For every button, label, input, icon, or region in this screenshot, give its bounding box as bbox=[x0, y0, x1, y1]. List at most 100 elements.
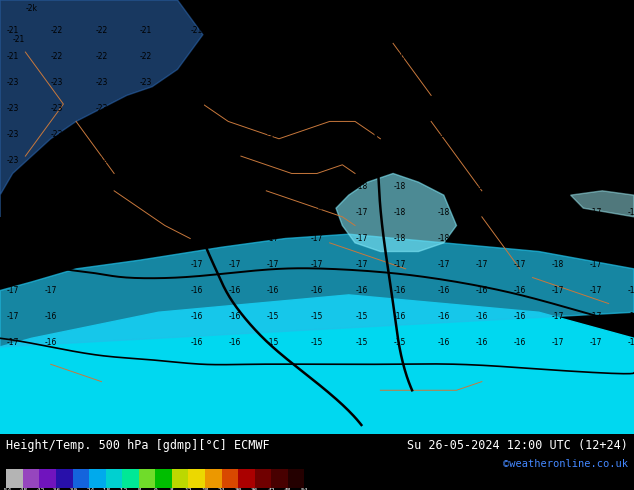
Text: -17: -17 bbox=[266, 260, 279, 269]
Text: -19: -19 bbox=[476, 78, 488, 87]
Text: -20: -20 bbox=[311, 78, 323, 87]
Text: -19: -19 bbox=[437, 104, 450, 113]
Text: -19: -19 bbox=[311, 104, 323, 113]
Text: -20: -20 bbox=[228, 104, 241, 113]
Bar bbox=[255, 468, 271, 488]
Text: -17: -17 bbox=[44, 286, 57, 295]
Text: 24: 24 bbox=[218, 489, 225, 490]
Text: -16: -16 bbox=[190, 338, 203, 347]
Text: -18: -18 bbox=[393, 156, 406, 165]
Text: -18: -18 bbox=[476, 208, 488, 217]
Text: -48: -48 bbox=[17, 489, 29, 490]
Text: -20: -20 bbox=[393, 52, 406, 61]
Text: -20: -20 bbox=[133, 182, 146, 191]
Text: -19: -19 bbox=[437, 78, 450, 87]
Text: 48: 48 bbox=[284, 489, 292, 490]
Text: -20: -20 bbox=[437, 26, 450, 35]
Text: -23: -23 bbox=[6, 156, 19, 165]
Bar bbox=[56, 468, 72, 488]
Text: -16: -16 bbox=[44, 338, 57, 347]
Text: -22: -22 bbox=[95, 52, 108, 61]
Text: -54: -54 bbox=[1, 489, 12, 490]
Text: -19: -19 bbox=[393, 78, 406, 87]
Text: -19: -19 bbox=[514, 130, 526, 139]
Text: -18: -18 bbox=[590, 104, 602, 113]
Text: -18: -18 bbox=[514, 104, 526, 113]
Text: -18: -18 bbox=[590, 52, 602, 61]
Text: -17: -17 bbox=[311, 260, 323, 269]
Bar bbox=[72, 468, 89, 488]
Text: -17: -17 bbox=[628, 338, 634, 347]
Text: -17: -17 bbox=[514, 260, 526, 269]
Text: -18: -18 bbox=[437, 130, 450, 139]
Text: -21: -21 bbox=[139, 156, 152, 165]
Text: -20: -20 bbox=[311, 52, 323, 61]
Text: -18: -18 bbox=[355, 182, 368, 191]
Text: -16: -16 bbox=[514, 286, 526, 295]
Text: -17: -17 bbox=[514, 234, 526, 243]
Text: -17: -17 bbox=[590, 208, 602, 217]
Text: -19: -19 bbox=[590, 182, 602, 191]
Text: -16: -16 bbox=[266, 286, 279, 295]
Text: -17: -17 bbox=[552, 338, 564, 347]
Text: -15: -15 bbox=[311, 312, 323, 321]
Text: -23: -23 bbox=[51, 78, 63, 87]
Text: -21: -21 bbox=[228, 52, 241, 61]
Text: -18: -18 bbox=[476, 234, 488, 243]
Text: -20: -20 bbox=[228, 130, 241, 139]
Text: -16: -16 bbox=[190, 286, 203, 295]
Text: -23: -23 bbox=[51, 130, 63, 139]
Bar bbox=[238, 468, 255, 488]
Text: -42: -42 bbox=[34, 489, 45, 490]
Text: -21: -21 bbox=[266, 26, 279, 35]
Text: -16: -16 bbox=[476, 286, 488, 295]
Text: -13: -13 bbox=[628, 26, 634, 35]
Text: -19: -19 bbox=[476, 52, 488, 61]
Bar bbox=[172, 468, 188, 488]
Polygon shape bbox=[0, 295, 634, 434]
Text: -19: -19 bbox=[552, 26, 564, 35]
Text: -17: -17 bbox=[514, 208, 526, 217]
Text: Su 26-05-2024 12:00 UTC (12+24): Su 26-05-2024 12:00 UTC (12+24) bbox=[407, 439, 628, 452]
Bar bbox=[89, 468, 106, 488]
Text: -17: -17 bbox=[590, 260, 602, 269]
Text: -17: -17 bbox=[6, 286, 19, 295]
Text: -18: -18 bbox=[311, 182, 323, 191]
Text: -16: -16 bbox=[437, 338, 450, 347]
Text: -18: -18 bbox=[590, 78, 602, 87]
Bar bbox=[6, 468, 23, 488]
Text: -15: -15 bbox=[311, 338, 323, 347]
Text: ©weatheronline.co.uk: ©weatheronline.co.uk bbox=[503, 459, 628, 469]
Text: 54: 54 bbox=[301, 489, 308, 490]
Text: -20: -20 bbox=[355, 26, 368, 35]
Text: -19: -19 bbox=[590, 26, 602, 35]
Text: -19: -19 bbox=[552, 156, 564, 165]
Text: -15: -15 bbox=[266, 338, 279, 347]
Text: -16: -16 bbox=[437, 312, 450, 321]
Text: -17: -17 bbox=[628, 260, 634, 269]
Text: -18: -18 bbox=[190, 234, 203, 243]
Text: -19: -19 bbox=[590, 156, 602, 165]
Text: -18: -18 bbox=[100, 489, 112, 490]
Text: -21: -21 bbox=[190, 104, 203, 113]
Text: -20: -20 bbox=[228, 78, 241, 87]
Text: -17: -17 bbox=[355, 234, 368, 243]
Text: Height/Temp. 500 hPa [gdmp][°C] ECMWF: Height/Temp. 500 hPa [gdmp][°C] ECMWF bbox=[6, 439, 270, 452]
Text: 30: 30 bbox=[235, 489, 242, 490]
Text: -17: -17 bbox=[266, 208, 279, 217]
Text: -16: -16 bbox=[44, 312, 57, 321]
Text: -18: -18 bbox=[437, 208, 450, 217]
Text: -16: -16 bbox=[228, 286, 241, 295]
Text: -18: -18 bbox=[437, 182, 450, 191]
Text: 12: 12 bbox=[184, 489, 192, 490]
Text: -21: -21 bbox=[6, 52, 19, 61]
Text: -21: -21 bbox=[95, 182, 108, 191]
Text: -18: -18 bbox=[476, 130, 488, 139]
Text: -23: -23 bbox=[95, 78, 108, 87]
Text: -19: -19 bbox=[393, 104, 406, 113]
Bar bbox=[139, 468, 155, 488]
Text: -20: -20 bbox=[393, 26, 406, 35]
Text: -19: -19 bbox=[514, 26, 526, 35]
Text: -24: -24 bbox=[139, 104, 152, 113]
Text: -19: -19 bbox=[266, 130, 279, 139]
